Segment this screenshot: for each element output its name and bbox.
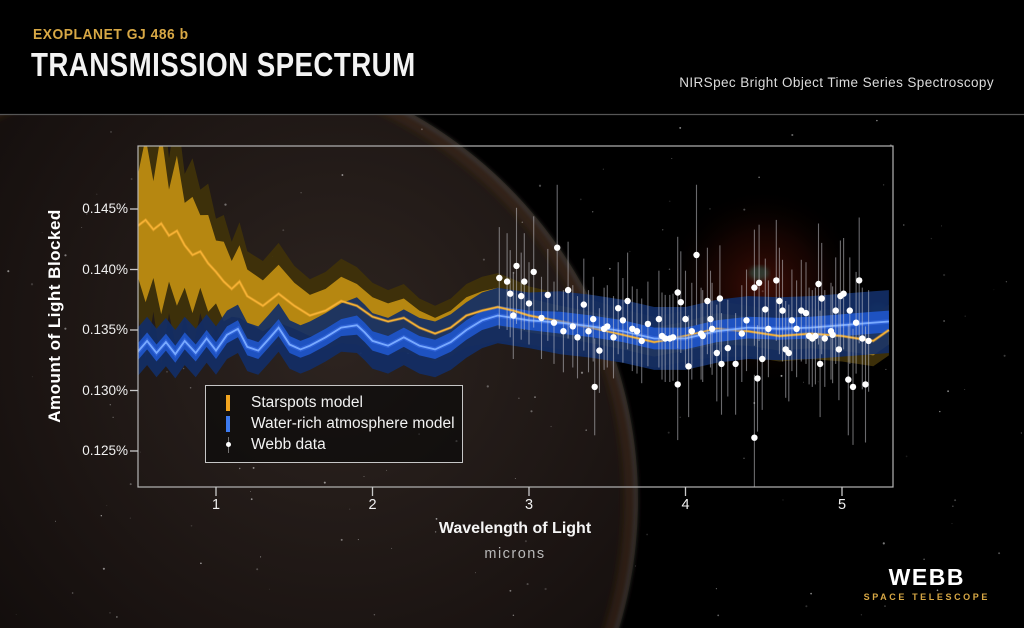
planet-limb-haze (0, 115, 636, 628)
x-tick-label: 3 (524, 497, 534, 513)
x-tick-label: 4 (681, 497, 690, 513)
webb-logo-tagline: SPACE TELESCOPE (863, 592, 990, 602)
x-axis-title: Wavelength of Light (438, 520, 592, 537)
y-tick-label: 0.135% (82, 322, 128, 337)
planet-limb-glow (407, 115, 638, 628)
plot-content (138, 146, 890, 487)
starspots-model-swatch (226, 394, 230, 411)
y-tick-label: 0.145% (82, 201, 128, 216)
webb-logo: WEBB SPACE TELESCOPE (863, 564, 990, 603)
chart-legend: Starspots model Water-rich atmosphere mo… (205, 385, 463, 463)
plot-frame (130, 145, 894, 496)
webb-logo-wordmark: WEBB (888, 564, 965, 590)
starspots-inner-band (138, 146, 889, 357)
instrument-subtitle: NIRSpec Bright Object Time Series Spectr… (679, 75, 994, 90)
legend-label: Webb data (251, 435, 326, 453)
legend-label: Water-rich atmosphere model (251, 414, 455, 432)
webb-marker-dot (226, 442, 231, 447)
y-tick-label: 0.125% (82, 443, 128, 458)
y-tick-label: 0.130% (82, 382, 128, 398)
page-title: TRANSMISSION SPECTRUM (31, 46, 416, 83)
legend-item-webb-data: Webb data (206, 434, 462, 455)
x-tick-label: 1 (211, 497, 221, 513)
webb-data-points (496, 244, 872, 441)
x-axis-units: microns (484, 546, 546, 562)
x-tick-label: 5 (837, 497, 847, 513)
webb-data-marker (226, 436, 231, 453)
legend-item-starspots: Starspots model (206, 392, 462, 413)
legend-label: Starspots model (251, 393, 363, 411)
exoplanet-kicker: EXOPLANET GJ 486 b (33, 26, 189, 43)
legend-item-water-rich: Water-rich atmosphere model (206, 413, 462, 434)
x-tick-label: 2 (368, 497, 377, 513)
water-rich-model-swatch (226, 415, 230, 432)
star-field (7, 119, 1023, 618)
y-tick-label: 0.140% (82, 261, 128, 277)
